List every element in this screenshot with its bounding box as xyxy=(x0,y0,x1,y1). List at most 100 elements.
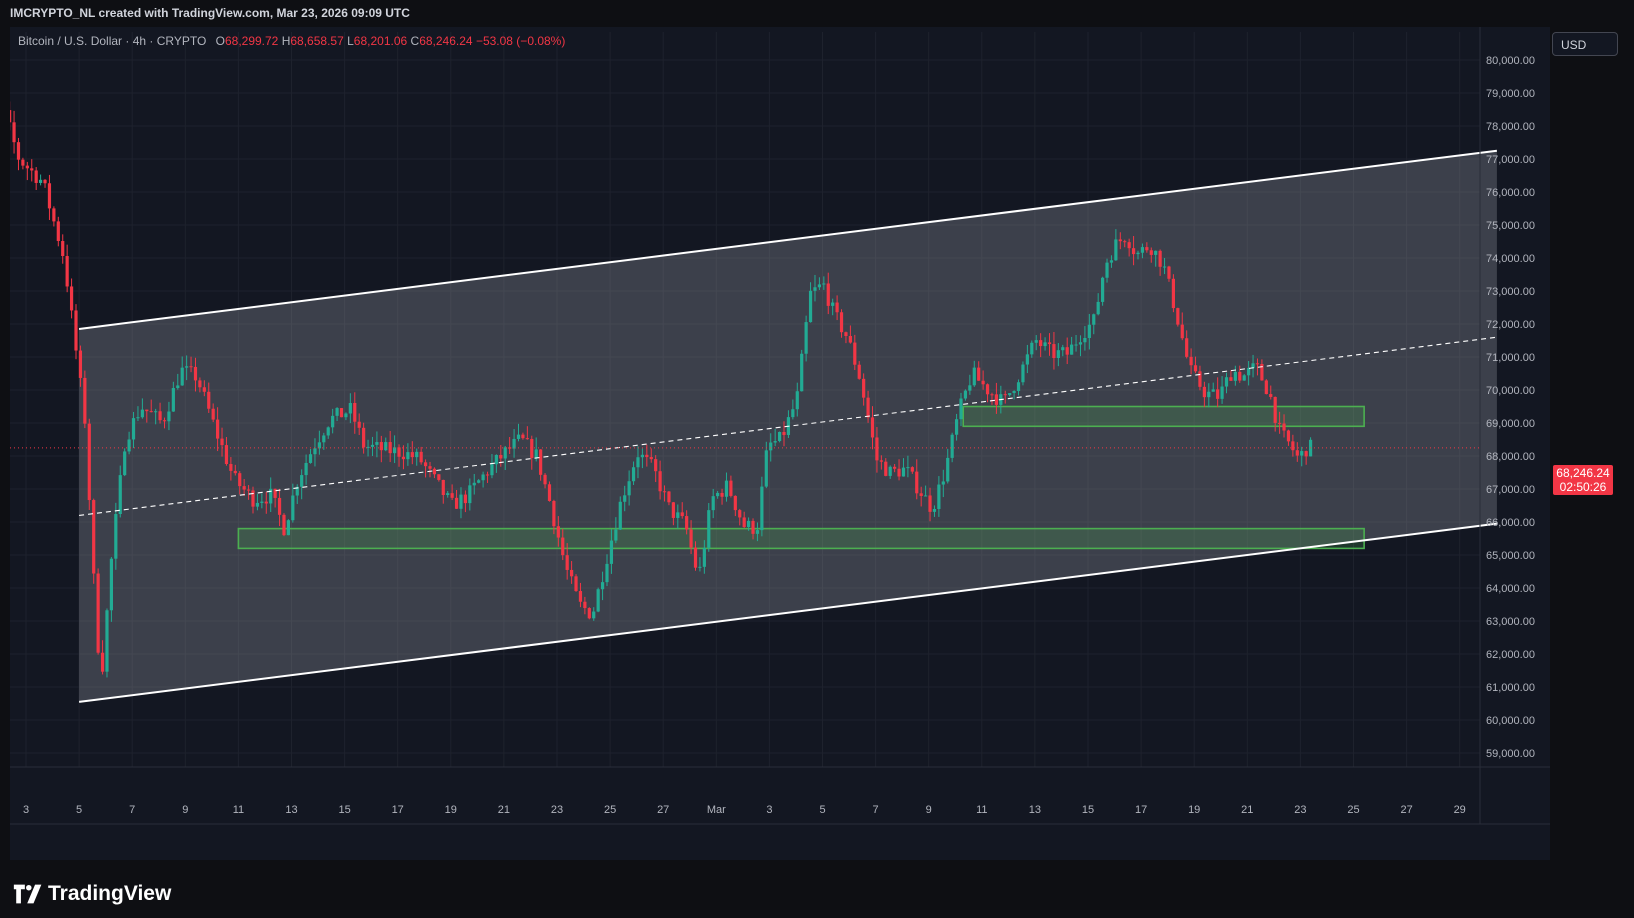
candle-body xyxy=(185,366,189,368)
candle-body xyxy=(450,493,454,498)
time-tick-label: 13 xyxy=(1029,804,1041,816)
candle-body xyxy=(928,495,932,512)
candle xyxy=(1278,411,1282,434)
candle-body xyxy=(831,302,835,306)
channel-upper-line[interactable] xyxy=(78,149,1497,330)
candle-body xyxy=(326,427,330,436)
price-chart[interactable]: 80,000.00 79,000.00 78,000.00 77,000.00 76,0… xyxy=(10,27,1550,860)
candle xyxy=(401,445,406,470)
candle-body xyxy=(1291,441,1295,451)
candle xyxy=(406,443,410,466)
candle-body xyxy=(543,474,547,485)
candle-body xyxy=(1171,278,1176,309)
candle xyxy=(1167,265,1171,282)
candle-body xyxy=(733,495,737,511)
candle-body xyxy=(379,442,383,451)
candle xyxy=(109,556,114,622)
candle-body xyxy=(162,420,167,422)
candle-body xyxy=(78,350,83,378)
support-zone-2[interactable] xyxy=(962,405,1365,428)
candle-body xyxy=(693,547,698,568)
candle-body xyxy=(906,467,910,469)
candle xyxy=(751,518,755,540)
candle-body xyxy=(1078,342,1083,345)
candle-body xyxy=(92,500,96,574)
symbol-name[interactable]: Bitcoin / U.S. Dollar · 4h · CRYPTO xyxy=(18,34,207,48)
candle-body xyxy=(539,449,543,475)
candle-body xyxy=(158,411,162,421)
candle xyxy=(516,423,521,442)
brand-name: TradingView xyxy=(48,882,172,905)
candle xyxy=(494,454,498,473)
candle xyxy=(34,167,38,190)
candle xyxy=(649,448,653,463)
candle xyxy=(870,406,875,450)
candle xyxy=(994,382,999,414)
candle xyxy=(47,174,52,220)
candle-body xyxy=(1021,364,1025,383)
candle-body xyxy=(499,454,503,459)
candle-body xyxy=(1229,377,1233,381)
candle-body xyxy=(857,364,861,379)
price-tick-label: 72,000.00 xyxy=(1486,319,1535,331)
candle xyxy=(446,490,450,498)
time-tick-label: 19 xyxy=(445,804,457,816)
candle xyxy=(193,357,198,392)
candle-body xyxy=(587,608,591,619)
candle xyxy=(1216,377,1220,408)
candle xyxy=(180,356,184,386)
candle-body xyxy=(52,208,56,222)
candle xyxy=(105,608,109,678)
candle xyxy=(570,561,574,584)
candle-body xyxy=(193,366,198,381)
candle xyxy=(1304,450,1308,465)
candle xyxy=(747,517,751,531)
candle-body xyxy=(1238,371,1242,381)
candle xyxy=(441,479,445,504)
candle-body xyxy=(375,442,379,445)
candle xyxy=(246,485,251,500)
candle-body xyxy=(1162,266,1167,268)
candle-body xyxy=(277,497,282,515)
channel-midline[interactable] xyxy=(79,336,1497,516)
price-tick-label: 69,000.00 xyxy=(1486,418,1535,430)
candle-body xyxy=(114,514,118,559)
candle-body xyxy=(755,530,760,534)
candle-body xyxy=(946,457,950,482)
candle xyxy=(78,345,83,387)
candle-body xyxy=(348,403,352,414)
candle-body xyxy=(56,221,60,242)
tradingview-brand[interactable]: TradingView xyxy=(12,878,171,910)
candle xyxy=(353,392,357,434)
candle xyxy=(592,607,596,621)
time-tick-label: 27 xyxy=(1400,804,1412,816)
candle-body xyxy=(990,394,994,396)
time-tick-label: 23 xyxy=(551,804,563,816)
candle xyxy=(1255,358,1260,376)
candle-body xyxy=(729,480,733,496)
support-zone-1[interactable] xyxy=(237,527,1365,550)
candle xyxy=(680,502,684,519)
price-tick-label: 59,000.00 xyxy=(1486,748,1535,760)
candle xyxy=(924,485,928,497)
candle xyxy=(1101,276,1105,306)
candle-body xyxy=(176,385,180,389)
candle xyxy=(30,159,34,182)
candle-body xyxy=(747,520,751,528)
candle-body xyxy=(1136,252,1140,255)
candle xyxy=(658,460,662,500)
candle-body xyxy=(804,322,808,354)
channel-lower-line[interactable] xyxy=(78,522,1497,703)
candle xyxy=(1158,249,1162,276)
candle xyxy=(1300,446,1304,467)
time-tick-label: 17 xyxy=(1135,804,1147,816)
candle-body xyxy=(251,490,255,507)
candle xyxy=(667,490,671,506)
candle-body xyxy=(844,332,848,337)
candle xyxy=(331,408,335,434)
candle-body xyxy=(220,438,224,446)
currency-button[interactable]: USD xyxy=(1552,32,1618,56)
candle xyxy=(1003,390,1007,404)
candle-body xyxy=(1295,450,1299,456)
chart-pane[interactable]: 80,000.00 79,000.00 78,000.00 77,000.00 76,0… xyxy=(10,27,1550,860)
